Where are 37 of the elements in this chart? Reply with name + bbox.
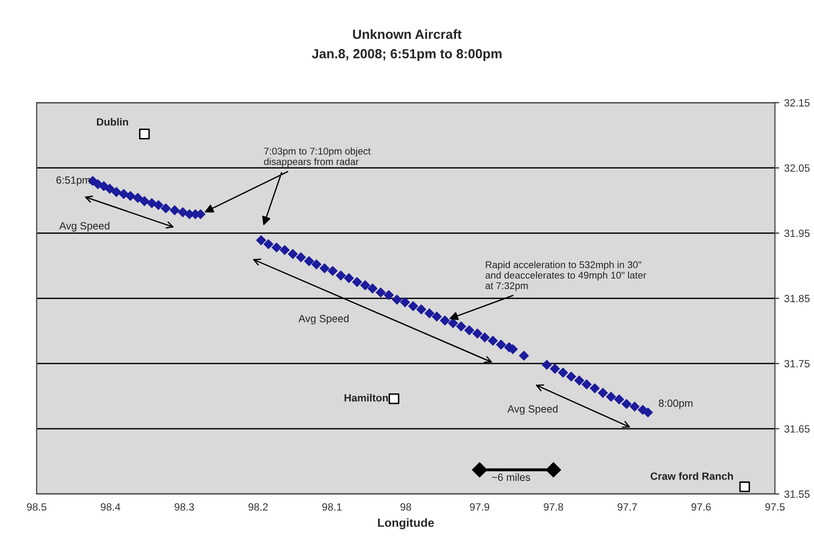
annotation: Rapid acceleration to 532mph in 30" and deaccelerates to 49mph 10" later at 7:32pm [486, 261, 646, 292]
point [546, 462, 562, 478]
y-tick-label: 32.15 [784, 99, 810, 107]
x-tick-label: 98.1 [322, 503, 342, 511]
annotation: 8:00pm [658, 400, 692, 409]
annotation: Dublin [96, 118, 128, 126]
y-tick-label: 31.65 [784, 425, 810, 433]
annotation: 7:03pm to 7:10pm object disappears from radar [264, 147, 371, 168]
chart-title: Unknown Aircraft [353, 29, 462, 39]
x-tick-label: 98 [400, 503, 412, 511]
x-tick-label: 98.4 [100, 503, 120, 511]
y-tick-label: 31.95 [784, 230, 810, 237]
point [472, 462, 488, 478]
point [139, 128, 150, 140]
x-axis-title: Longitude [378, 518, 434, 530]
x-tick-label: 98.5 [26, 503, 46, 511]
x-tick-label: 97.5 [765, 503, 785, 511]
x-tick-label: 97.8 [544, 503, 564, 511]
annotation: Avg Speed [507, 404, 558, 415]
annotation: Avg Speed [298, 314, 349, 324]
x-tick-label: 98.3 [174, 503, 194, 511]
annotation: ~6 miles [492, 473, 530, 481]
point [388, 393, 400, 404]
y-tick-label: 31.55 [784, 490, 810, 498]
y-tick-label: 31.85 [784, 294, 810, 302]
annotation: Avg Speed [59, 222, 110, 232]
annotation: 6:51pm [56, 176, 90, 186]
y-tick-label: 31.75 [784, 360, 810, 368]
annotation: Craw ford Ranch [650, 472, 733, 480]
annotation: Hamilton [344, 394, 388, 402]
x-tick-label: 97.9 [470, 503, 490, 511]
chart-subtitle: Jan.8, 2008; 6:51pm to 8:00pm [312, 49, 502, 62]
x-tick-label: 97.7 [618, 503, 637, 511]
y-tick-label: 32.05 [784, 164, 810, 172]
point [739, 481, 750, 492]
x-tick-label: 97.6 [691, 503, 711, 511]
x-tick-label: 98.2 [248, 503, 268, 511]
